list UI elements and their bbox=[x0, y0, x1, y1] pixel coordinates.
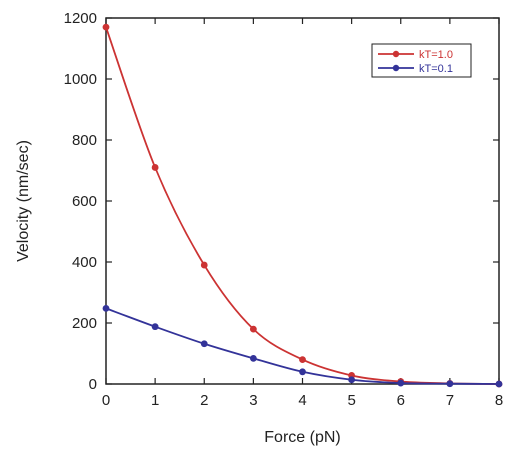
data-point bbox=[299, 356, 306, 363]
x-tick-label: 8 bbox=[495, 392, 503, 409]
series-2 bbox=[102, 304, 503, 388]
y-axis-title: Velocity (nm/sec) bbox=[15, 140, 32, 262]
data-point bbox=[102, 304, 110, 312]
legend-label: kT=0.1 bbox=[419, 63, 453, 75]
series-layer bbox=[102, 23, 503, 388]
data-point bbox=[151, 164, 159, 171]
y-tick-label: 400 bbox=[72, 254, 97, 271]
data-point bbox=[102, 23, 110, 31]
x-tick-label: 5 bbox=[347, 392, 355, 409]
legend: kT=1.0 kT=0.1 bbox=[371, 43, 472, 78]
y-tick-label: 800 bbox=[72, 132, 97, 149]
x-tick-label: 0 bbox=[102, 392, 110, 409]
x-tick-label: 4 bbox=[298, 392, 306, 409]
data-point bbox=[200, 340, 208, 348]
data-point bbox=[348, 376, 356, 384]
legend-box bbox=[371, 43, 472, 78]
data-point bbox=[446, 380, 454, 388]
y-tick-label: 0 bbox=[89, 376, 97, 393]
y-tick-label: 200 bbox=[72, 315, 97, 332]
legend-swatch-point bbox=[392, 64, 400, 72]
data-point bbox=[495, 380, 503, 388]
data-point bbox=[249, 325, 257, 333]
y-axis-ticks: 0 200 400 600 800 1000 1200 bbox=[64, 10, 499, 393]
legend-swatch-point bbox=[392, 50, 400, 58]
data-point bbox=[397, 379, 405, 387]
legend-label: kT=1.0 bbox=[419, 49, 453, 61]
x-axis-title: Force (pN) bbox=[264, 429, 340, 446]
y-tick-label: 1200 bbox=[64, 10, 97, 27]
y-tick-label: 1000 bbox=[64, 71, 97, 88]
x-tick-label: 6 bbox=[397, 392, 405, 409]
y-tick-label: 600 bbox=[72, 193, 97, 210]
data-point bbox=[200, 261, 208, 269]
series-1 bbox=[102, 23, 503, 388]
x-tick-label: 1 bbox=[151, 392, 159, 409]
data-point bbox=[249, 354, 257, 362]
data-point bbox=[299, 368, 306, 376]
x-tick-label: 3 bbox=[249, 392, 257, 409]
data-point bbox=[151, 323, 159, 331]
x-tick-label: 7 bbox=[446, 392, 454, 409]
x-tick-label: 2 bbox=[200, 392, 208, 409]
